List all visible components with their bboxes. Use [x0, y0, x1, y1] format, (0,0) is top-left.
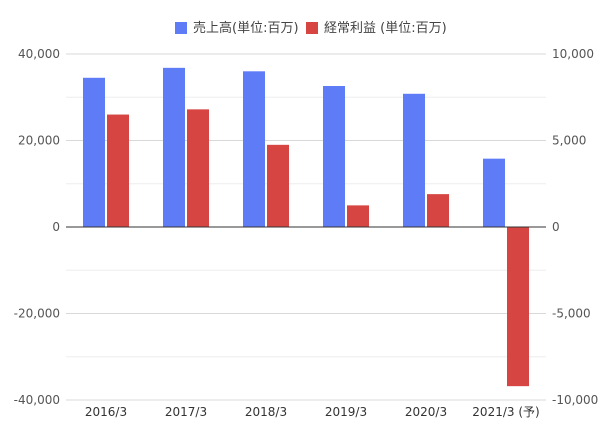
category-label: 2016/3 — [85, 405, 127, 419]
left-axis-ticks: 40,000 20,000 0 -20,000 -40,000 — [14, 47, 60, 407]
category-label: 2020/3 — [405, 405, 447, 419]
ordinary-profit-bar — [107, 114, 129, 227]
ordinary-profit-bar — [187, 109, 209, 227]
category-label: 2021/3 (予) — [472, 405, 539, 419]
sales-bar — [403, 93, 425, 227]
sales-bar — [163, 67, 185, 227]
legend-swatch-profit — [306, 22, 318, 34]
right-tick-label: -5,000 — [552, 307, 591, 321]
right-tick-label: 0 — [552, 220, 560, 234]
sales-bar — [483, 158, 505, 227]
sales-bar — [83, 77, 105, 227]
legend-swatch-sales — [175, 22, 187, 34]
ordinary-profit-bar — [347, 205, 369, 227]
category-label: 2019/3 — [325, 405, 367, 419]
ordinary-profit-bar — [507, 227, 529, 387]
right-tick-label: -10,000 — [552, 393, 598, 407]
left-tick-label: 0 — [52, 220, 60, 234]
legend-label-profit: 経常利益 (単位:百万) — [324, 20, 447, 36]
right-axis-ticks: 10,000 5,000 0 -5,000 -10,000 — [552, 47, 598, 407]
left-tick-label: 40,000 — [18, 47, 60, 61]
left-tick-label: 20,000 — [18, 134, 60, 148]
right-tick-label: 5,000 — [552, 134, 586, 148]
left-tick-label: -20,000 — [14, 307, 60, 321]
legend: 売上高(単位:百万) 経常利益 (単位:百万) — [175, 20, 447, 36]
ordinary-profit-bar — [427, 194, 449, 227]
sales-bar — [243, 71, 265, 227]
ordinary-profit-bar — [267, 144, 289, 227]
category-label: 2017/3 — [165, 405, 207, 419]
left-tick-label: -40,000 — [14, 393, 60, 407]
category-labels: 2016/3 2017/3 2018/3 2019/3 2020/3 2021/3 (予) — [85, 405, 540, 419]
category-label: 2018/3 — [245, 405, 287, 419]
bars — [83, 67, 529, 387]
sales-bar — [323, 86, 345, 227]
legend-label-sales: 売上高(単位:百万) — [193, 20, 299, 36]
right-tick-label: 10,000 — [552, 47, 594, 61]
